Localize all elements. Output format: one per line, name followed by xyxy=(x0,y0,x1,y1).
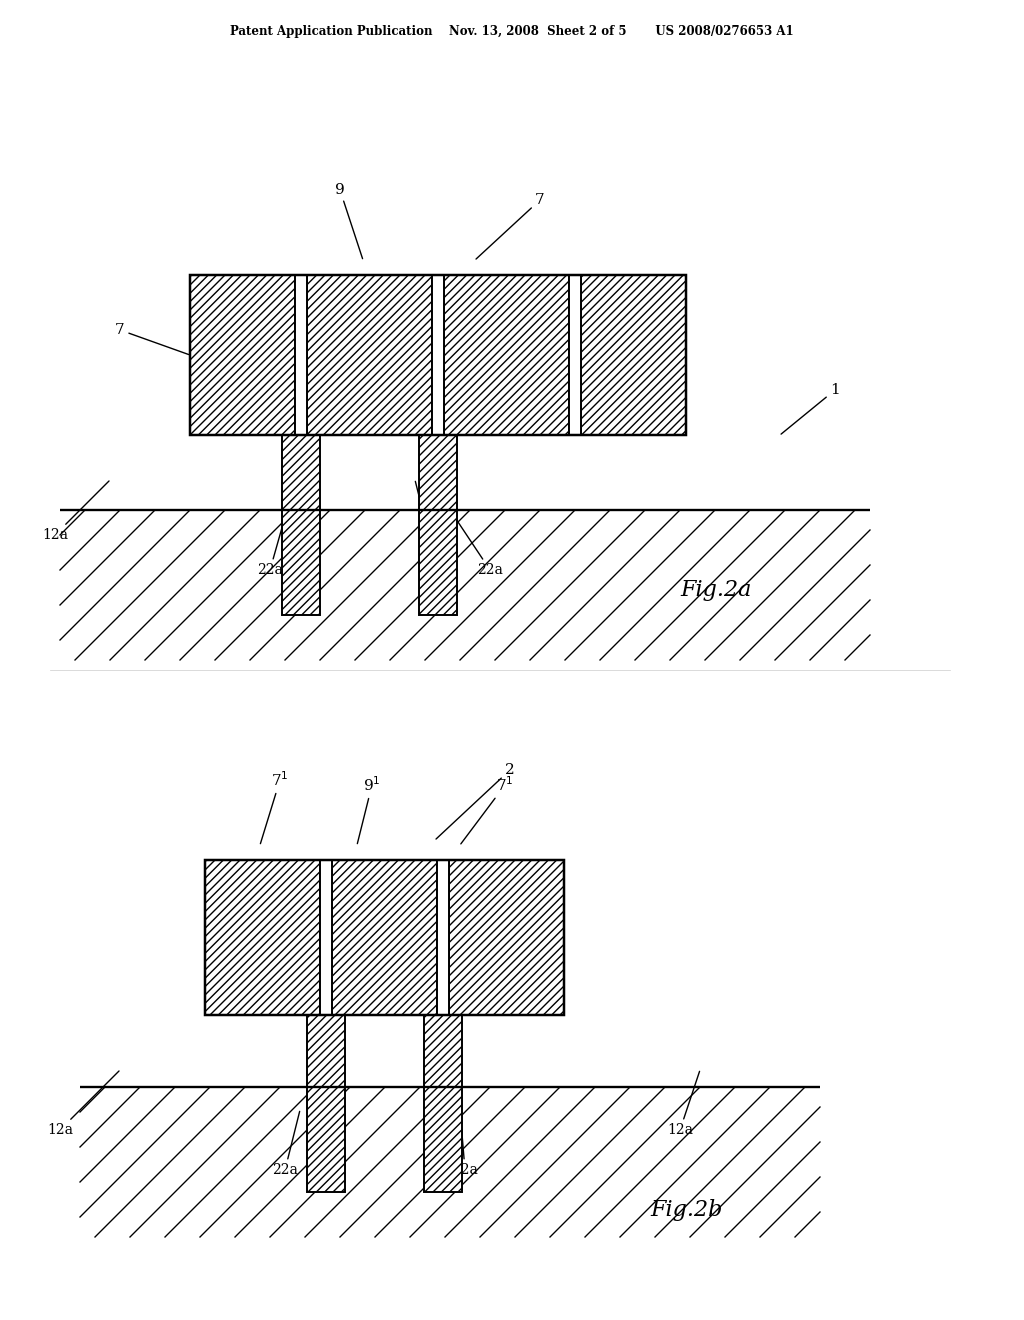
Bar xyxy=(569,275,581,436)
Bar xyxy=(449,861,564,1015)
Bar xyxy=(205,861,319,1015)
Text: Fig.2b: Fig.2b xyxy=(650,1199,722,1221)
Text: 9: 9 xyxy=(335,183,362,259)
Text: 12a: 12a xyxy=(416,482,443,546)
Text: 9$^1$: 9$^1$ xyxy=(357,776,381,843)
Text: 22a: 22a xyxy=(272,1111,300,1177)
Text: 12a: 12a xyxy=(47,1071,119,1137)
Text: 12a: 12a xyxy=(667,1072,699,1137)
Text: 7$^1$: 7$^1$ xyxy=(260,771,289,843)
Text: 22a: 22a xyxy=(451,511,503,577)
Bar xyxy=(282,510,319,615)
Bar xyxy=(419,436,457,510)
Text: 12a: 12a xyxy=(42,480,109,543)
Text: 7: 7 xyxy=(476,193,545,259)
Bar xyxy=(205,861,564,1015)
Text: Patent Application Publication    Nov. 13, 2008  Sheet 2 of 5       US 2008/0276: Patent Application Publication Nov. 13, … xyxy=(230,25,794,38)
Bar xyxy=(332,861,437,1015)
Bar xyxy=(282,436,319,510)
Bar xyxy=(190,275,686,436)
Text: 22a: 22a xyxy=(257,511,287,577)
Bar xyxy=(307,275,432,436)
Text: 1: 1 xyxy=(781,383,840,434)
Text: 22a: 22a xyxy=(452,1111,478,1177)
Bar xyxy=(437,861,449,1015)
Bar xyxy=(432,275,444,436)
Text: 2: 2 xyxy=(436,763,515,840)
Text: 7: 7 xyxy=(115,323,188,355)
Bar xyxy=(581,275,686,436)
Bar xyxy=(295,275,307,436)
Bar xyxy=(190,275,295,436)
Bar xyxy=(424,1086,462,1192)
Bar xyxy=(319,861,332,1015)
Bar xyxy=(444,275,569,436)
Text: Fig.2a: Fig.2a xyxy=(680,579,752,601)
Text: 7$^1$: 7$^1$ xyxy=(461,776,514,843)
Bar xyxy=(424,1015,462,1086)
Bar xyxy=(307,1086,345,1192)
Bar xyxy=(307,1015,345,1086)
Bar xyxy=(419,510,457,615)
